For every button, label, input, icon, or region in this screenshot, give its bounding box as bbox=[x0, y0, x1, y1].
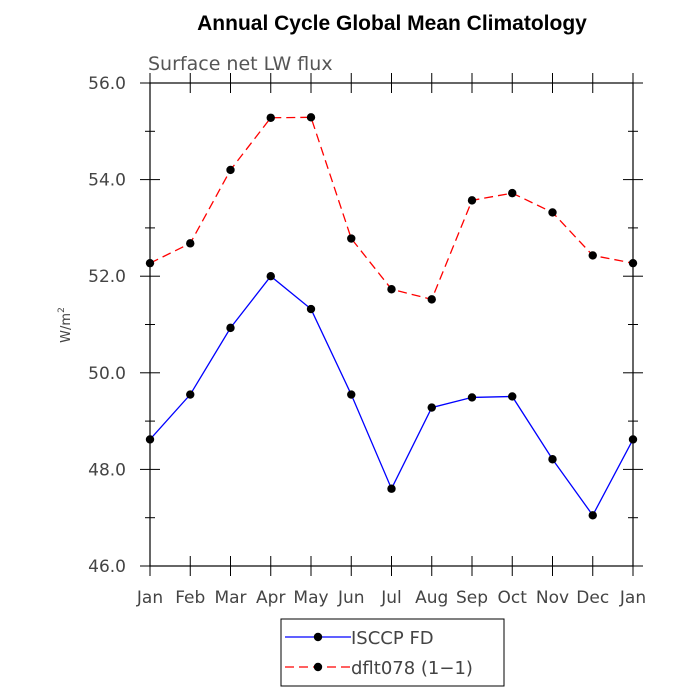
series-1 bbox=[145, 272, 638, 520]
y-axis-label-unit: W/m bbox=[59, 313, 74, 343]
data-point bbox=[347, 234, 356, 243]
data-point bbox=[628, 435, 638, 444]
data-point bbox=[266, 113, 275, 122]
x-tick-label: Mar bbox=[214, 588, 246, 608]
data-point bbox=[306, 113, 316, 122]
data-point bbox=[387, 484, 396, 493]
x-tick-label: May bbox=[293, 588, 328, 608]
legend-marker bbox=[313, 662, 323, 672]
data-point bbox=[226, 165, 235, 175]
series-line bbox=[149, 275, 634, 517]
x-tick-label: Oct bbox=[498, 588, 528, 608]
y-axis-label-exponent: 2 bbox=[57, 307, 67, 313]
x-tick-label: Dec bbox=[576, 588, 609, 608]
data-point bbox=[347, 390, 356, 399]
x-tick-label: Jan bbox=[136, 588, 163, 608]
x-tick-label: Jul bbox=[380, 588, 402, 608]
data-point bbox=[508, 392, 517, 401]
data-point bbox=[186, 239, 195, 248]
y-tick-label: 54.0 bbox=[88, 171, 126, 191]
data-point bbox=[548, 455, 557, 464]
legend-label: dflt078 (1−1) bbox=[351, 658, 473, 679]
data-point bbox=[266, 272, 275, 281]
series-layer bbox=[145, 113, 638, 520]
legend: ISCCP FD dflt078 (1−1) bbox=[280, 618, 505, 687]
data-point bbox=[427, 295, 436, 304]
data-point bbox=[588, 251, 597, 260]
plot-frame bbox=[149, 82, 634, 567]
y-tick-label: 48.0 bbox=[88, 460, 126, 480]
y-tick-label: 46.0 bbox=[88, 557, 126, 577]
chart-title: Annual Cycle Global Mean Climatology bbox=[197, 12, 587, 35]
data-point bbox=[226, 323, 235, 333]
y-tick-label: 50.0 bbox=[88, 364, 126, 384]
data-point bbox=[467, 196, 477, 205]
data-point bbox=[387, 285, 396, 294]
chart-subtitle: Surface net LW flux bbox=[148, 53, 333, 75]
x-tick-label: Nov bbox=[536, 588, 569, 608]
data-point bbox=[467, 393, 477, 402]
x-tick-label: Jun bbox=[337, 588, 365, 608]
legend-label: ISCCP FD bbox=[351, 628, 434, 649]
data-point bbox=[508, 188, 517, 198]
data-point bbox=[186, 390, 195, 399]
data-point bbox=[548, 208, 557, 217]
legend-box bbox=[280, 618, 505, 687]
y-tick-label: 56.0 bbox=[88, 74, 126, 94]
series-line bbox=[149, 116, 634, 301]
x-tick-label: Jan bbox=[619, 588, 646, 608]
legend-marker bbox=[313, 632, 323, 642]
series-2 bbox=[145, 113, 638, 304]
y-axis-label: W/m2 bbox=[57, 307, 74, 343]
data-point bbox=[427, 403, 436, 412]
axes: 46.0 48.0 50.0 52.0 54.0 56.0 Jan Feb Mar Apr May J… bbox=[88, 73, 646, 608]
data-point bbox=[588, 511, 597, 520]
x-tick-label: Feb bbox=[175, 588, 205, 608]
y-tick-label: 52.0 bbox=[88, 267, 126, 287]
data-point bbox=[145, 258, 155, 268]
data-point bbox=[306, 304, 316, 314]
x-tick-label: Sep bbox=[456, 588, 488, 608]
data-point bbox=[145, 435, 155, 444]
x-tick-label: Apr bbox=[256, 588, 285, 608]
data-point bbox=[628, 258, 638, 268]
x-tick-label: Aug bbox=[415, 588, 448, 608]
